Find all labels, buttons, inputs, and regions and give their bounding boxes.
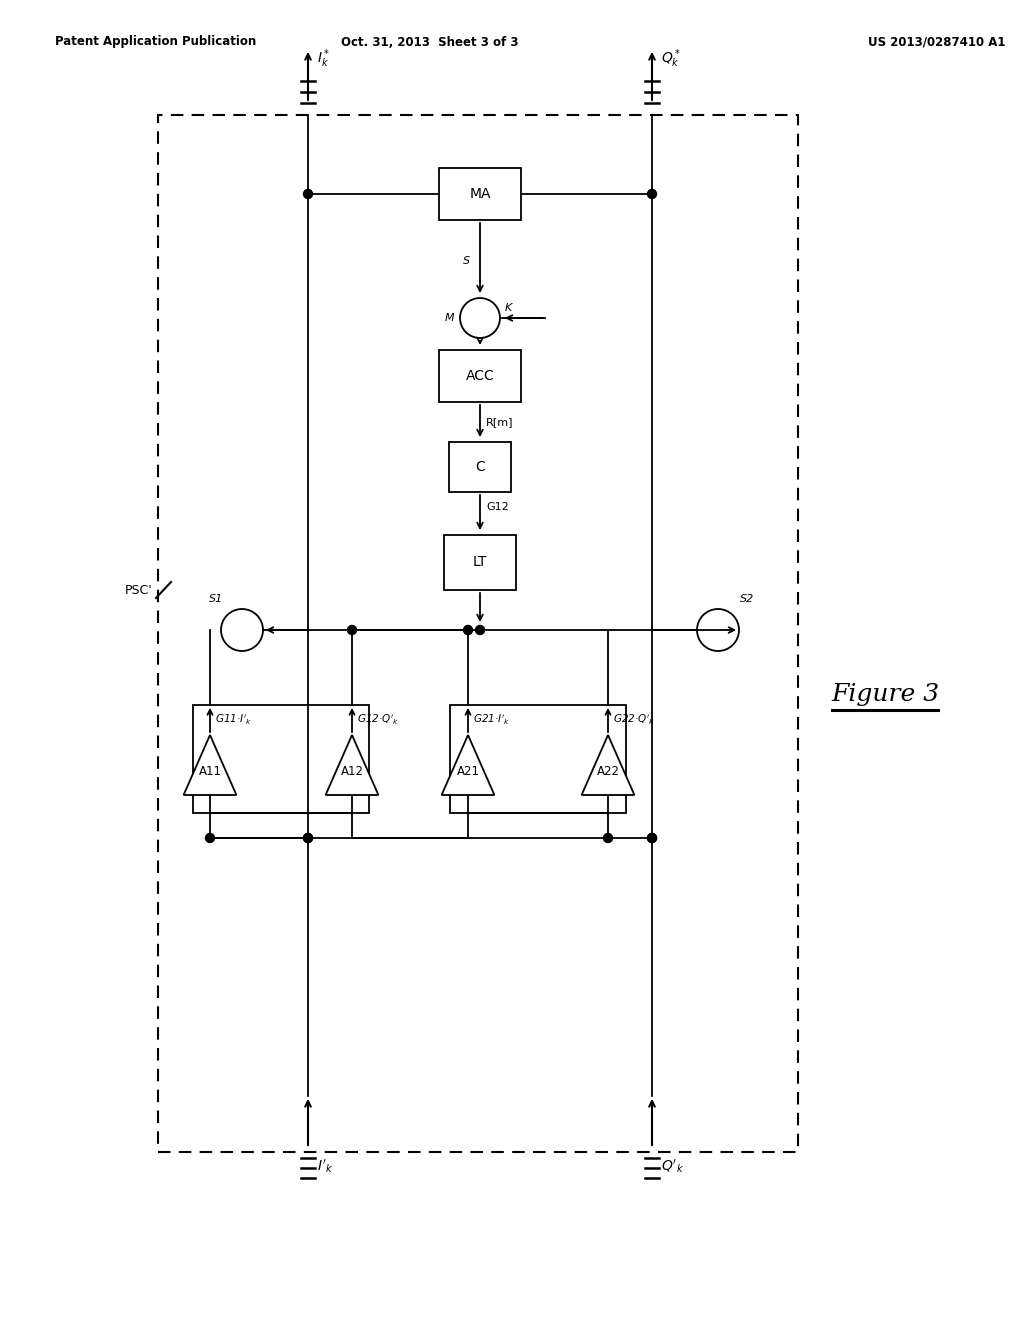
Text: $I'_k$: $I'_k$	[317, 1158, 333, 1175]
Text: A11: A11	[199, 766, 221, 779]
Text: S: S	[463, 256, 470, 267]
Text: $I_k^*$: $I_k^*$	[317, 48, 331, 70]
Text: K: K	[505, 304, 512, 313]
Polygon shape	[326, 735, 379, 795]
Circle shape	[697, 609, 739, 651]
Circle shape	[475, 626, 484, 635]
Circle shape	[221, 609, 263, 651]
Circle shape	[647, 190, 656, 198]
Circle shape	[347, 626, 356, 635]
Text: A12: A12	[341, 766, 364, 779]
Polygon shape	[183, 735, 237, 795]
Polygon shape	[582, 735, 635, 795]
Text: G22·$Q'_k$: G22·$Q'_k$	[613, 713, 655, 727]
Text: C: C	[475, 459, 485, 474]
Text: G12·$Q'_k$: G12·$Q'_k$	[357, 713, 399, 727]
Text: US 2013/0287410 A1: US 2013/0287410 A1	[868, 36, 1006, 49]
Text: K·S: K·S	[486, 351, 504, 360]
Text: A21: A21	[457, 766, 479, 779]
Text: Patent Application Publication: Patent Application Publication	[55, 36, 256, 49]
Circle shape	[303, 190, 312, 198]
Text: S1: S1	[209, 594, 223, 605]
Bar	[449, 442, 511, 492]
Text: S2: S2	[740, 594, 754, 605]
Circle shape	[647, 833, 656, 842]
Bar	[444, 535, 516, 590]
Text: G21·$I'_k$: G21·$I'_k$	[473, 713, 510, 727]
Bar	[439, 168, 521, 220]
Circle shape	[603, 833, 612, 842]
Polygon shape	[441, 735, 495, 795]
Text: G11·$I'_k$: G11·$I'_k$	[215, 713, 252, 727]
Circle shape	[460, 298, 500, 338]
Bar	[194, 705, 369, 813]
Text: A22: A22	[597, 766, 620, 779]
Text: PSC': PSC'	[124, 583, 152, 597]
Text: $Q_k^*$: $Q_k^*$	[662, 48, 681, 70]
Bar	[158, 115, 798, 1152]
Text: Figure 3: Figure 3	[830, 684, 939, 706]
Text: MA: MA	[469, 187, 490, 201]
Circle shape	[647, 833, 656, 842]
Bar	[451, 705, 626, 813]
Circle shape	[206, 833, 214, 842]
Bar	[439, 350, 521, 403]
Text: M: M	[444, 313, 454, 323]
Text: ACC: ACC	[466, 370, 495, 383]
Text: LT: LT	[473, 556, 487, 569]
Circle shape	[303, 833, 312, 842]
Circle shape	[303, 833, 312, 842]
Text: R[m]: R[m]	[486, 417, 513, 426]
Circle shape	[464, 626, 472, 635]
Text: G12: G12	[486, 503, 509, 512]
Text: $Q'_k$: $Q'_k$	[662, 1158, 684, 1175]
Text: Oct. 31, 2013  Sheet 3 of 3: Oct. 31, 2013 Sheet 3 of 3	[341, 36, 519, 49]
